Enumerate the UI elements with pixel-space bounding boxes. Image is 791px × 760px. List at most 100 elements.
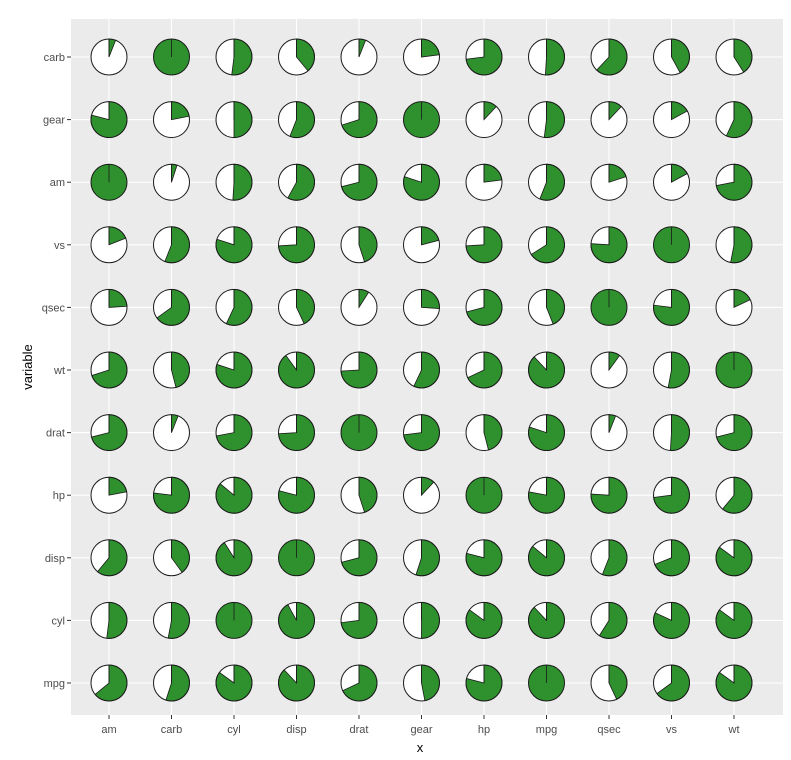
pie-outline (528, 539, 565, 577)
pie-outline (215, 38, 253, 76)
pie-drat-disp (278, 414, 315, 452)
pie-outline (153, 476, 190, 514)
x-tick-label: vs (666, 724, 678, 736)
pie-outline (90, 664, 128, 702)
pie-outline (340, 414, 378, 452)
pie-outline (90, 539, 128, 577)
pie-am-qsec (590, 163, 628, 201)
pie-outline (403, 476, 440, 514)
pie-cyl-drat (340, 601, 378, 639)
pie-outline (653, 351, 690, 389)
pie-outline (153, 414, 190, 452)
pie-outline (403, 38, 440, 76)
pie-outline (340, 288, 378, 326)
pie-outline (653, 539, 690, 577)
pie-outline (215, 414, 253, 452)
pie-outline (278, 476, 315, 514)
pie-outline (528, 226, 565, 264)
pie-gear-carb (153, 101, 190, 139)
pie-outline (528, 101, 565, 139)
pie-outline (278, 38, 315, 76)
pie-carb-cyl (215, 38, 253, 76)
pie-outline (590, 601, 628, 639)
pie-outline (215, 601, 253, 639)
pie-outline (90, 351, 128, 389)
pie-qsec-wt (715, 288, 753, 326)
pie-cyl-carb (153, 601, 190, 639)
x-tick-label: drat (350, 724, 369, 736)
pie-wt-drat (340, 351, 378, 389)
pie-outline (528, 288, 565, 326)
pie-outline (403, 163, 440, 201)
pie-wedge (403, 101, 440, 138)
pie-outline (590, 664, 628, 702)
pie-outline (278, 101, 315, 139)
pie-am-drat (340, 163, 378, 201)
pie-hp-hp (465, 476, 503, 514)
pie-outline (653, 601, 690, 639)
pie-outline (715, 664, 753, 702)
pie-qsec-carb (153, 288, 190, 326)
pie-drat-am (90, 414, 128, 452)
pie-disp-mpg (528, 539, 565, 577)
x-tick-label: am (101, 724, 116, 736)
pie-vs-hp (465, 226, 503, 264)
pie-qsec-vs (653, 288, 690, 326)
pie-outline (278, 414, 315, 452)
pie-vs-gear (403, 226, 440, 264)
pie-hp-vs (653, 476, 690, 514)
x-tick-label: disp (286, 724, 306, 736)
pie-outline (715, 101, 753, 139)
pie-vs-qsec (590, 226, 628, 264)
y-tick-label: wt (53, 365, 65, 377)
pie-drat-hp (465, 414, 503, 452)
pie-outline (590, 38, 628, 76)
pie-wt-vs (653, 351, 690, 389)
pie-gear-hp (465, 101, 503, 139)
pie-outline (215, 476, 253, 514)
pie-outline (715, 38, 753, 76)
pie-disp-cyl (215, 539, 253, 577)
pie-hp-cyl (215, 476, 253, 514)
pie-wt-mpg (528, 351, 565, 389)
pie-mpg-qsec (590, 664, 628, 702)
pie-outline (403, 414, 440, 452)
pie-outline (403, 351, 440, 389)
pie-outline (215, 288, 253, 326)
pie-outline (90, 414, 128, 452)
y-tick-label: vs (54, 240, 66, 252)
y-tick-label: mpg (44, 678, 65, 690)
pie-drat-wt (715, 414, 753, 452)
pie-outline (153, 226, 190, 264)
pie-wt-cyl (215, 351, 253, 389)
pie-cyl-hp (465, 601, 503, 639)
pie-am-cyl (215, 163, 253, 201)
x-tick-label: cyl (227, 724, 240, 736)
y-tick-label: cyl (52, 615, 65, 627)
pie-outline (528, 601, 565, 639)
pie-hp-carb (153, 476, 190, 514)
pie-gear-vs (653, 101, 690, 139)
pie-hp-qsec (590, 476, 628, 514)
pie-outline (278, 664, 315, 702)
pie-outline (403, 226, 440, 264)
pie-outline (153, 664, 190, 702)
pie-disp-qsec (590, 539, 628, 577)
pie-outline (340, 226, 378, 264)
pie-outline (590, 414, 628, 452)
pie-outline (153, 163, 190, 201)
pie-gear-drat (340, 101, 378, 139)
pie-carb-disp (278, 38, 315, 76)
pie-outline (653, 664, 690, 702)
pie-drat-mpg (528, 414, 565, 452)
pie-outline (153, 288, 190, 326)
pie-drat-cyl (215, 414, 253, 452)
pie-vs-cyl (215, 226, 253, 264)
pie-am-mpg (528, 163, 565, 201)
pie-outline (340, 163, 378, 201)
pie-outline (90, 601, 128, 639)
pie-gear-wt (715, 101, 753, 139)
pie-mpg-drat (340, 664, 378, 702)
pie-mpg-vs (653, 664, 690, 702)
pie-outline (465, 351, 503, 389)
